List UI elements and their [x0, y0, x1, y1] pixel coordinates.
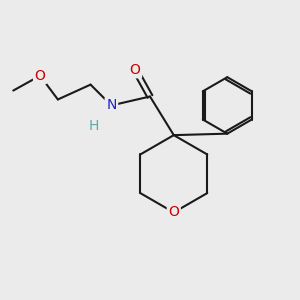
- Text: O: O: [34, 69, 46, 83]
- Text: O: O: [168, 206, 179, 219]
- Text: N: N: [106, 98, 116, 112]
- Text: H: H: [88, 119, 99, 133]
- Text: O: O: [130, 63, 141, 77]
